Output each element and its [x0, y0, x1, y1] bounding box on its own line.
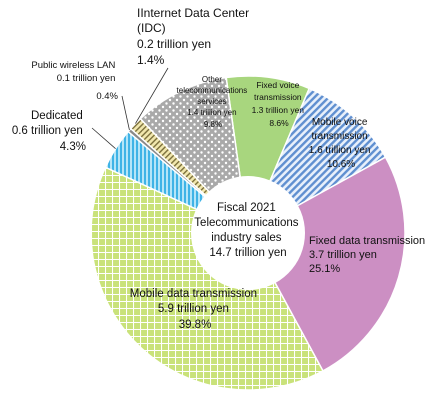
- slice-label-line: 10.6%: [327, 159, 355, 170]
- slice-label-line: Dedicated: [31, 110, 83, 122]
- center-label-line: Telecommunications: [194, 217, 298, 229]
- slice-label-line: 0.1 trillion yen: [57, 73, 116, 84]
- slice-label-line: Mobile data transmission: [130, 288, 257, 300]
- slice-label-line: Mobile voice: [312, 117, 368, 128]
- slice-label-line: 1.6 trillion yen: [309, 145, 371, 156]
- slice-label-line: 8.6%: [269, 118, 289, 128]
- slice-label-line: Fixed voice: [256, 80, 299, 90]
- slice-label-dedicated: Dedicated 0.6 trillion yen 4.3%: [12, 110, 86, 153]
- slice-label-line: transmission: [254, 92, 302, 102]
- slice-label-line: 1.3 trillion yen: [252, 105, 305, 115]
- slice-label-line: 3.7 trillion yen: [309, 249, 377, 261]
- leader-line-dedicated: [91, 127, 116, 149]
- donut-hole: [191, 176, 305, 290]
- slice-label-line: (IDC): [137, 21, 166, 35]
- slice-label-line: 5.9 trillion yen: [158, 303, 229, 315]
- leader-lines: [91, 67, 169, 149]
- leader-line-idc: [135, 67, 169, 124]
- slice-mobile-data: [90, 166, 324, 391]
- slice-label-line: 1.4%: [137, 53, 165, 67]
- center-label-line: 14.7 trillion yen: [209, 247, 286, 259]
- slice-label-line: Fixed data transmission: [309, 235, 425, 247]
- slice-fixed-data: [246, 156, 406, 372]
- slice-label-line: telecommunications: [177, 86, 248, 95]
- center-label: Fiscal 2021 Telecommunications industry …: [194, 202, 301, 259]
- slice-label-idc: IInternet Data Center (IDC) 0.2 trillion…: [137, 6, 252, 67]
- slice-label-fixed-data: Fixed data transmission 3.7 trillion yen…: [309, 235, 428, 275]
- slice-label-mobile-voice: Mobile voice transmission 1.6 trillion y…: [309, 117, 373, 170]
- slice-label-line: Public wireless LAN: [31, 60, 115, 71]
- center-label-line: Fiscal 2021: [217, 202, 276, 214]
- slice-label-line: 1.4 trillion yen: [187, 108, 236, 117]
- slice-label-line: 0.2 trillion yen: [137, 37, 211, 51]
- slice-label-line: 4.3%: [60, 141, 86, 153]
- slice-label-line: IInternet Data Center: [137, 6, 249, 20]
- slice-label-fixed-voice: Fixed voice transmission 1.3 trillion ye…: [252, 80, 307, 128]
- slice-label-public-wireless-lan: Public wireless LAN 0.1 trillion yen 0.4…: [31, 60, 118, 102]
- slice-label-line: 0.6 trillion yen: [12, 125, 83, 137]
- slice-label-line: transmission: [312, 131, 368, 142]
- center-label-line: industry sales: [211, 232, 282, 244]
- slice-label-line: services: [197, 97, 226, 106]
- slice-label-mobile-data: Mobile data transmission 5.9 trillion ye…: [130, 288, 260, 331]
- slice-label-line: 25.1%: [309, 263, 340, 275]
- slice-label-other: Other telecommunications services 1.4 tr…: [177, 75, 250, 129]
- slice-label-line: Other: [202, 75, 222, 84]
- slice-label-line: 39.8%: [179, 319, 212, 331]
- slice-label-line: 9.8%: [204, 120, 222, 129]
- leader-line-public-wireless-lan: [121, 95, 130, 131]
- slice-label-line: 0.4%: [96, 91, 118, 102]
